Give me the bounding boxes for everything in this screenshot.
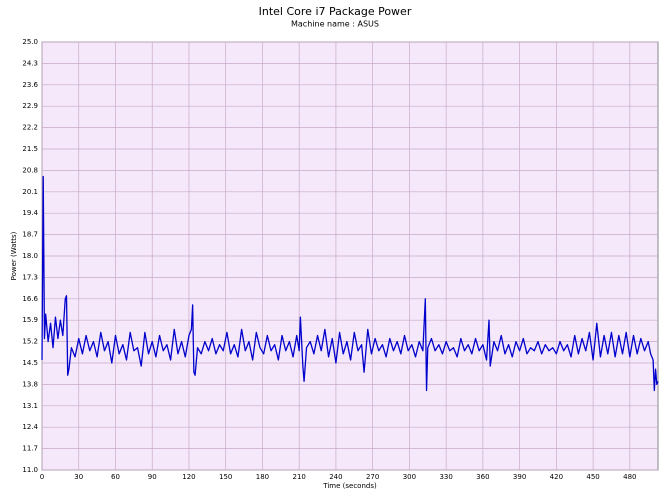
y-tick-label: 20.1 (22, 188, 38, 196)
y-tick-label: 23.6 (22, 81, 38, 89)
y-tick-label: 13.8 (22, 380, 38, 388)
y-axis-label: Power (Watts) (10, 231, 18, 280)
x-tick-label: 210 (292, 473, 305, 481)
x-tick-label: 480 (623, 473, 636, 481)
y-tick-label: 12.4 (22, 423, 38, 431)
y-tick-label: 15.9 (22, 316, 38, 324)
chart-subtitle: Machine name : ASUS (291, 20, 379, 29)
y-tick-label: 11.7 (22, 445, 38, 453)
x-tick-label: 150 (219, 473, 232, 481)
chart-title: Intel Core i7 Package Power (259, 5, 412, 18)
x-tick-label: 450 (586, 473, 599, 481)
y-tick-label: 15.2 (22, 338, 38, 346)
y-tick-label: 17.3 (22, 273, 38, 281)
x-tick-label: 30 (74, 473, 83, 481)
x-tick-label: 360 (476, 473, 489, 481)
x-tick-label: 180 (256, 473, 269, 481)
x-tick-label: 240 (329, 473, 342, 481)
x-tick-label: 420 (550, 473, 563, 481)
y-tick-label: 18.7 (22, 231, 38, 239)
data-line (41, 175, 659, 392)
x-tick-label: 390 (513, 473, 526, 481)
x-axis-label: Time (seconds) (322, 482, 377, 490)
y-tick-label: 13.1 (22, 402, 38, 410)
y-tick-label: 11.0 (22, 466, 38, 474)
y-tick-label: 14.5 (22, 359, 38, 367)
y-tick-label: 16.6 (22, 295, 38, 303)
y-tick-label: 24.3 (22, 59, 38, 67)
y-tick-label: 19.4 (22, 209, 38, 217)
x-tick-label: 0 (40, 473, 44, 481)
y-tick-label: 22.2 (22, 124, 38, 132)
y-tick-label: 18.0 (22, 252, 38, 260)
x-tick-label: 300 (403, 473, 416, 481)
x-tick-label: 90 (148, 473, 157, 481)
y-tick-label: 22.9 (22, 102, 38, 110)
x-tick-label: 120 (182, 473, 195, 481)
y-tick-label: 21.5 (22, 145, 38, 153)
x-tick-label: 60 (111, 473, 120, 481)
x-tick-label: 270 (366, 473, 379, 481)
y-tick-label: 20.8 (22, 166, 38, 174)
y-tick-label: 25.0 (22, 38, 38, 46)
x-tick-label: 330 (439, 473, 452, 481)
